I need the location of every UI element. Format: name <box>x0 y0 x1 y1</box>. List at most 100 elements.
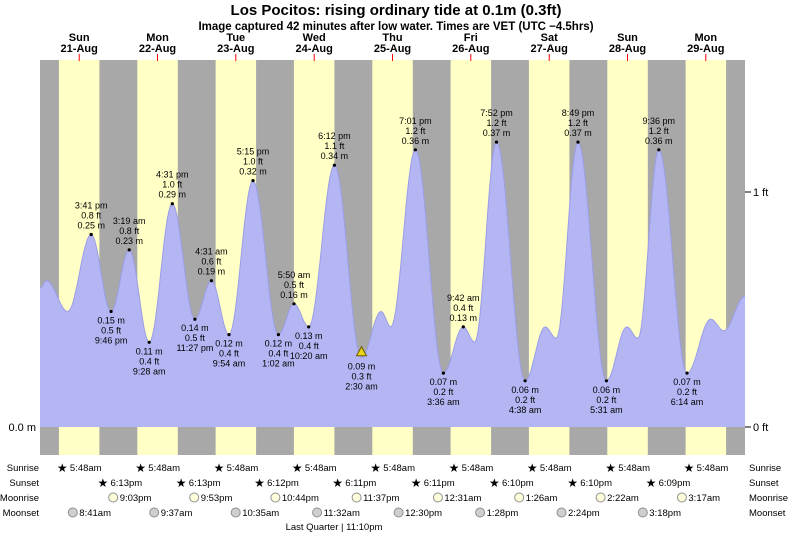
sunset-entry: ★ 6:13pm <box>176 476 221 490</box>
moonset-time: 2:24pm <box>568 508 600 519</box>
tide-point-dot <box>251 179 255 183</box>
moonset-time: 9:37am <box>161 508 193 519</box>
tide-high-annotation: 3:19 am0.8 ft0.23 m <box>113 216 145 252</box>
tide-area <box>40 142 745 427</box>
sunset-time: 6:09pm <box>659 478 691 489</box>
annotation-line: 0.37 m <box>564 128 592 138</box>
annotation-line: 10:20 am <box>290 351 328 361</box>
moonset-time: 8:41am <box>79 508 111 519</box>
annotation-line: 0.4 ft <box>453 303 474 313</box>
tide-low-annotation: 0.12 m0.4 ft1:02 am <box>262 333 295 369</box>
annotation-line: 5:31 am <box>590 405 623 415</box>
moonrise-entry: 1:26am <box>514 492 557 504</box>
tide-high-annotation: 6:12 pm1.1 ft0.34 m <box>318 131 351 167</box>
moonset-icon <box>230 507 241 518</box>
annotation-line: 0.5 ft <box>284 280 305 290</box>
almanac-label-moonset-left: Moonset <box>3 508 40 519</box>
moonrise-icon <box>432 492 443 503</box>
tide-low-annotation: 0.11 m0.4 ft9:28 am <box>133 340 165 376</box>
moonrise-icon <box>514 492 525 503</box>
tide-high-annotation: 3:41 pm0.8 ft0.25 m <box>75 201 107 237</box>
sunset-entry: ★ 6:09pm <box>646 476 691 490</box>
tide-low-annotation: 0.15 m0.5 ft9:46 pm <box>95 309 128 346</box>
tide-high-annotation: 7:01 pm1.2 ft0.36 m <box>399 116 432 152</box>
sunrise-star-icon: ★ <box>57 461 68 475</box>
annotation-line: 9:46 pm <box>95 336 128 346</box>
annotation-line: 1.2 ft <box>405 126 426 136</box>
day-name: Mon <box>146 32 169 44</box>
sunrise-entry: ★ 5:48am <box>135 461 180 475</box>
almanac-entries: ★ 5:48am ★ 5:48am ★ 5:48am ★ 5:48am ★ 5:48am ★ 5:48… <box>57 461 728 519</box>
sunset-entry: ★ 6:12pm <box>254 476 299 490</box>
day-name: Thu <box>382 32 402 44</box>
tide-point-dot <box>494 140 499 144</box>
sunset-entry: ★ 6:10pm <box>567 476 612 490</box>
annotation-line: 0.09 m <box>348 362 376 372</box>
tide-point-dot <box>109 309 113 314</box>
moonrise-entry: 11:37pm <box>351 492 399 504</box>
tide-curve-line <box>39 141 746 382</box>
sunrise-star-icon: ★ <box>527 461 538 475</box>
tide-curve <box>39 141 746 427</box>
tide-high-annotation: 8:49 pm1.2 ft0.37 m <box>562 108 594 144</box>
axis-label-0m: 0.0 m <box>8 422 36 434</box>
moonrise-entry: 2:22am <box>595 492 639 504</box>
annotation-line: 0.8 ft <box>81 211 102 221</box>
annotation-line: 0.15 m <box>97 316 125 326</box>
day-date: 22-Aug <box>139 43 176 55</box>
annotation-line: 0.34 m <box>321 151 349 161</box>
annotation-line: 0.16 m <box>280 290 308 300</box>
annotation-line: 1.0 ft <box>243 157 264 167</box>
annotation-line: 0.11 m <box>136 346 163 356</box>
day-name: Mon <box>694 32 717 44</box>
tide-low-annotation: 0.07 m0.2 ft6:14 am <box>671 371 703 407</box>
annotation-line: 2:30 am <box>345 382 378 392</box>
tide-point-dot <box>209 279 213 283</box>
tide-point-dot <box>523 379 527 383</box>
day-labels: Sun21-AugMon22-AugTue23-AugWed24-AugThu2… <box>61 32 724 61</box>
annotation-line: 0.29 m <box>159 190 187 200</box>
sunrise-entry: ★ 5:48am <box>527 461 572 475</box>
annotation-line: 0.13 m <box>450 313 478 323</box>
tide-high-annotation: 9:36 pm1.2 ft0.36 m <box>643 116 675 152</box>
tide-point-dot <box>89 232 93 237</box>
annotation-line: 0.19 m <box>198 267 226 277</box>
day-date: 23-Aug <box>217 43 254 55</box>
annotation-line: 0.6 ft <box>201 257 222 267</box>
annotation-line: 9:42 am <box>447 293 480 303</box>
sunset-star-icon: ★ <box>98 476 109 490</box>
tide-point-dot <box>657 148 661 152</box>
moonrise-entry: 10:44pm <box>270 492 319 504</box>
tide-point-dot <box>413 148 417 152</box>
tide-point-dot <box>307 325 311 329</box>
moonset-entry: 11:32am <box>312 507 360 519</box>
tide-high-annotation: 9:42 am0.4 ft0.13 m <box>447 293 480 329</box>
almanac-label-sunrise-left: Sunrise <box>7 463 39 474</box>
moonrise-time: 11:37pm <box>363 493 399 504</box>
day-date: 21-Aug <box>61 43 98 55</box>
moonrise-time: 9:53pm <box>201 493 233 504</box>
sunrise-star-icon: ★ <box>292 461 303 475</box>
moonset-time: 1:28pm <box>487 508 519 519</box>
tide-high-annotation: 4:31 am0.6 ft0.19 m <box>195 247 228 283</box>
annotation-line: 0.12 m <box>215 339 243 349</box>
moonrise-time: 10:44pm <box>282 493 319 504</box>
sunrise-time: 5:48am <box>697 463 729 474</box>
moonset-entry: 12:30pm <box>393 507 442 519</box>
tide-low-annotation: 0.06 m0.2 ft4:38 am <box>509 379 541 415</box>
sunrise-time: 5:48am <box>540 463 572 474</box>
moonset-icon <box>637 507 648 518</box>
tide-point-dot <box>461 325 465 329</box>
annotation-line: 0.06 m <box>511 385 539 395</box>
day-name: Wed <box>303 32 326 44</box>
annotation-line: 0.14 m <box>181 323 209 333</box>
tide-point-dot <box>292 302 296 306</box>
moonset-entry: 10:35am <box>230 507 279 519</box>
moonrise-icon <box>189 492 200 503</box>
annotation-line: 0.2 ft <box>596 395 617 405</box>
